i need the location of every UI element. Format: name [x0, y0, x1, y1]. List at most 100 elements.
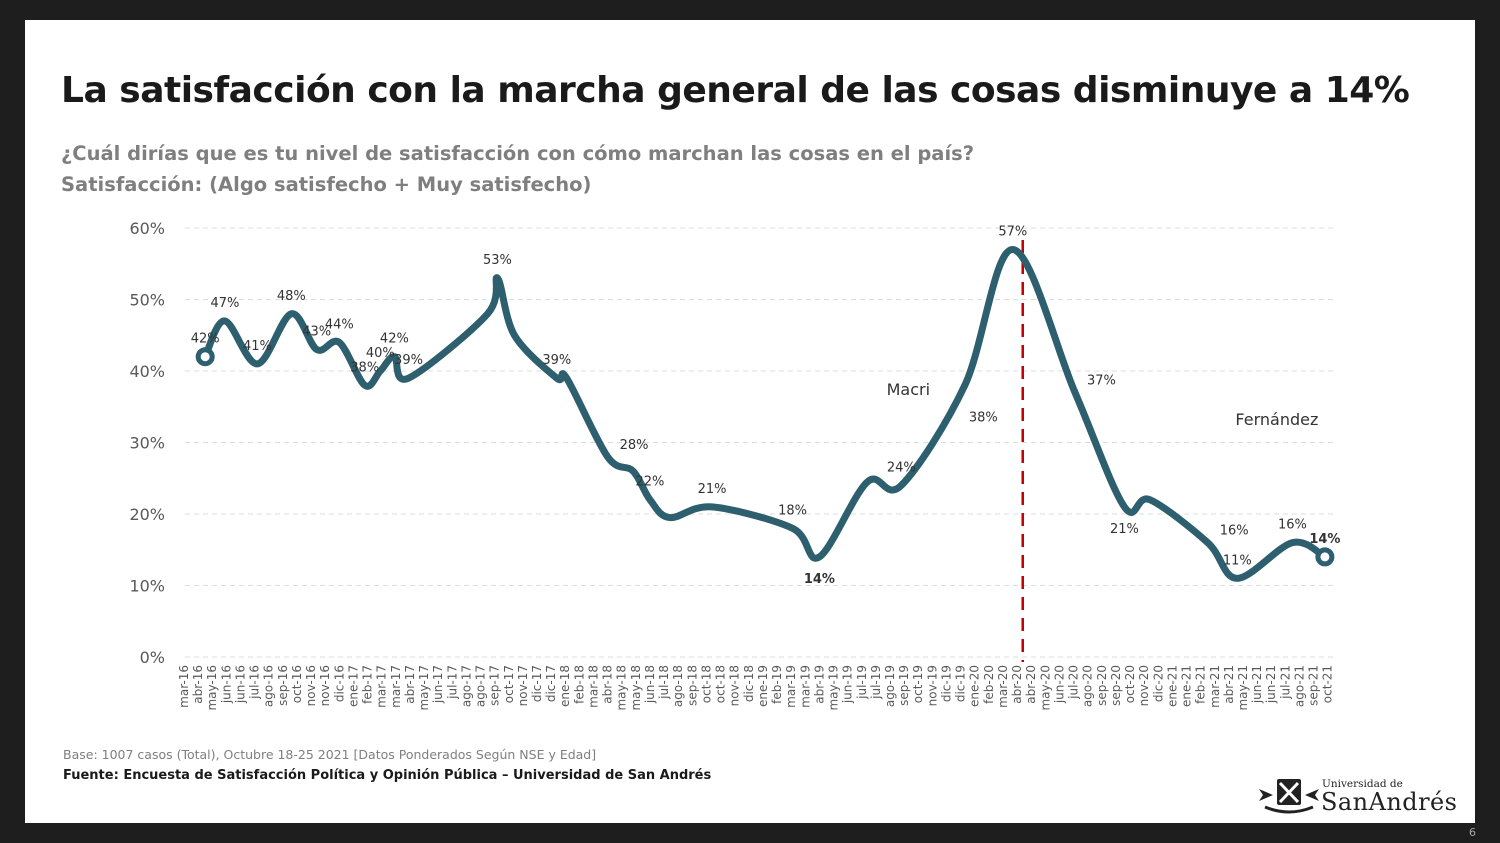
period-annotation: Macri: [887, 380, 930, 399]
x-tick-label: jul-16: [248, 665, 262, 700]
x-tick-label: ago-16: [262, 665, 276, 707]
x-tick-label: jun-21: [1250, 665, 1264, 704]
x-tick-label: mar-18: [586, 665, 600, 708]
source-note: Fuente: Encuesta de Satisfacción Polític…: [63, 768, 712, 783]
x-tick-label: dic-18: [742, 665, 756, 702]
y-tick-label: 50%: [129, 291, 165, 310]
x-tick-label: mar-17: [375, 665, 389, 708]
x-tick-label: nov-19: [925, 665, 939, 706]
x-tick-label: sep-20: [1095, 665, 1109, 706]
x-tick-label: may-17: [417, 665, 431, 711]
x-tick-label: jun-18: [643, 665, 657, 704]
x-tick-label: ago-17: [459, 665, 473, 707]
x-tick-label: ene-18: [558, 665, 572, 707]
y-tick-label: 30%: [129, 434, 165, 453]
x-tick-label: jun-16: [219, 665, 233, 704]
x-tick-label: sep-20: [1109, 665, 1123, 706]
x-tick-label: ago-19: [883, 665, 897, 707]
x-tick-label: sep-17: [488, 665, 502, 706]
x-tick-label: dic-19: [939, 665, 953, 702]
x-tick-label: feb-20: [982, 665, 996, 704]
svg-text:SanAndrés: SanAndrés: [1321, 788, 1457, 815]
slide-subtitle-question: ¿Cuál dirías que es tu nivel de satisfac…: [61, 142, 975, 165]
end-point-marker: [1315, 547, 1335, 567]
x-tick-label: ago-20: [1081, 665, 1095, 707]
data-label: 41%: [243, 339, 272, 354]
x-tick-label: mar-16: [177, 665, 191, 708]
slide-title: La satisfacción con la marcha general de…: [61, 70, 1410, 111]
data-label: 14%: [1309, 532, 1340, 547]
x-tick-label: sep-19: [897, 665, 911, 706]
x-tick-label: nov-16: [318, 665, 332, 706]
page-number: 6: [1469, 826, 1476, 839]
x-tick-label: feb-18: [572, 665, 586, 704]
data-label: 18%: [778, 503, 807, 518]
period-annotation: Fernández: [1235, 410, 1318, 429]
x-tick-label: abr-19: [812, 665, 826, 704]
x-tick-label: may-18: [615, 665, 629, 711]
x-tick-label: may-21: [1236, 665, 1250, 711]
data-label: 16%: [1278, 518, 1307, 533]
x-tick-label: sep-16: [276, 665, 290, 706]
x-tick-label: nov-20: [1137, 665, 1151, 706]
satisfaction-series-line: [201, 245, 1329, 582]
x-tick-label: dic-17: [530, 665, 544, 702]
x-tick-label: dic-16: [332, 665, 346, 702]
data-label: 42%: [191, 332, 220, 347]
x-tick-label: oct-18: [714, 665, 728, 703]
x-tick-label: mar-19: [784, 665, 798, 708]
x-tick-label: jul-20: [1067, 665, 1081, 700]
crest-icon: Universidad de SanAndrés: [1259, 778, 1457, 816]
data-label: 40%: [366, 346, 395, 361]
svg-text:Universidad de: Universidad de: [1322, 778, 1403, 790]
x-tick-label: abr-21: [1222, 665, 1236, 704]
x-tick-label: ago-21: [1292, 665, 1306, 707]
x-tick-label: mar-17: [389, 665, 403, 708]
x-tick-label: may-18: [629, 665, 643, 711]
x-tick-label: jun-16: [233, 665, 247, 704]
y-tick-label: 40%: [129, 362, 165, 381]
x-tick-label: mar-21: [1208, 665, 1222, 708]
data-label: 48%: [277, 289, 306, 304]
x-tick-label: may-16: [205, 665, 219, 711]
data-label: 47%: [210, 296, 239, 311]
x-tick-label: feb-17: [361, 665, 375, 704]
x-tick-label: abr-20: [1010, 665, 1024, 704]
x-tick-label: oct-18: [699, 665, 713, 703]
data-label: 16%: [1220, 524, 1249, 539]
x-tick-label: mar-19: [798, 665, 812, 708]
x-tick-label: jul-21: [1278, 665, 1292, 700]
data-label: 21%: [1110, 522, 1139, 537]
x-tick-label: abr-18: [601, 665, 615, 704]
start-point-marker: [195, 347, 215, 367]
x-tick-label: oct-17: [502, 665, 516, 703]
x-tick-label: dic-17: [544, 665, 558, 702]
x-tick-label: mar-20: [996, 665, 1010, 708]
data-label: 11%: [1223, 553, 1252, 568]
data-label: 57%: [998, 224, 1027, 239]
x-tick-label: jun-21: [1264, 665, 1278, 704]
x-tick-label: sep-21: [1307, 665, 1321, 706]
x-tick-label: nov-16: [304, 665, 318, 706]
x-tick-label: ene-17: [346, 665, 360, 707]
data-label: 53%: [483, 253, 512, 268]
data-label: 37%: [1087, 373, 1116, 388]
x-tick-label: ago-17: [474, 665, 488, 707]
x-tick-label: dic-19: [954, 665, 968, 702]
x-tick-label: abr-20: [1024, 665, 1038, 704]
data-label: 42%: [380, 332, 409, 347]
x-tick-label: sep-18: [685, 665, 699, 706]
y-tick-label: 10%: [129, 577, 165, 596]
slide: [25, 20, 1475, 823]
x-tick-label: jul-17: [445, 665, 459, 700]
data-label: 24%: [887, 460, 916, 475]
x-tick-label: dic-20: [1151, 665, 1165, 702]
x-tick-label: ene-19: [756, 665, 770, 707]
data-label: 44%: [325, 317, 354, 332]
x-tick-label: feb-21: [1194, 665, 1208, 704]
x-tick-label: jun-17: [431, 665, 445, 704]
data-label: 28%: [620, 438, 649, 453]
data-label: 43%: [302, 325, 331, 340]
y-tick-label: 60%: [129, 219, 165, 238]
data-label: 14%: [804, 572, 835, 587]
